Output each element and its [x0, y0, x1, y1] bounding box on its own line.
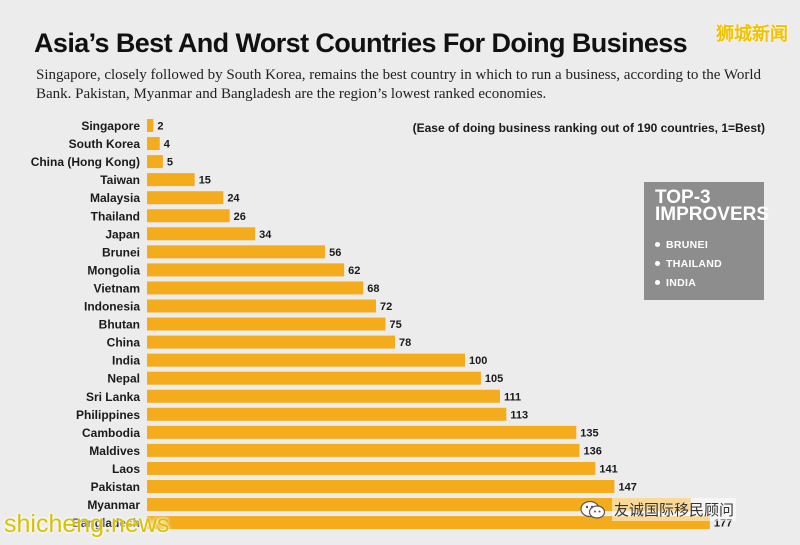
value-label: 147 [618, 482, 636, 494]
improver-item: BRUNEI [655, 236, 722, 255]
chart-subtitle: Singapore, closely followed by South Kor… [36, 67, 762, 102]
improver-label: BRUNEI [666, 239, 709, 251]
value-label: 78 [399, 337, 411, 349]
category-label: Sri Lanka [86, 390, 140, 404]
value-label: 136 [583, 445, 601, 457]
category-label: Indonesia [84, 300, 140, 314]
category-label: South Korea [69, 137, 141, 151]
value-label: 56 [329, 247, 341, 259]
category-label: Taiwan [100, 173, 140, 187]
category-label: Pakistan [91, 480, 140, 494]
bar [147, 389, 500, 403]
bar [147, 281, 364, 295]
improver-item: INDIA [655, 274, 722, 293]
value-label: 2 [157, 121, 163, 133]
bar [147, 443, 580, 457]
value-label: 34 [259, 229, 272, 241]
value-label: 5 [167, 157, 173, 169]
bar [147, 407, 507, 421]
bullet-icon [655, 241, 660, 247]
bar [147, 119, 154, 132]
bar-group: Singapore 2 South Korea 4 China (Hong Kong) 5… [31, 119, 732, 530]
value-label: 62 [348, 265, 360, 277]
bar [147, 317, 386, 331]
value-label: 24 [227, 193, 240, 205]
bullet-icon [655, 260, 660, 266]
value-label: 135 [580, 427, 598, 439]
category-label: Nepal [107, 372, 140, 386]
value-label: 105 [485, 373, 503, 385]
value-label: 75 [390, 319, 402, 331]
improver-label: INDIA [666, 277, 697, 289]
value-label: 113 [510, 409, 528, 421]
bar [147, 155, 163, 169]
value-label: 26 [234, 211, 246, 223]
watermark-bottom-right-text: 友诚国际移民顾问 [612, 498, 737, 521]
bar [147, 498, 691, 512]
bar [147, 335, 396, 349]
watermark-top-right: 狮城新闻 [716, 24, 788, 45]
bar [147, 425, 577, 439]
value-label: 15 [199, 175, 211, 187]
category-label: Japan [105, 227, 140, 241]
top-improvers-box: TOP-3 IMPROVERS BRUNEI THAILAND INDIA [644, 182, 769, 300]
value-label: 72 [380, 301, 392, 313]
value-label: 141 [599, 463, 617, 475]
value-label: 68 [367, 283, 379, 295]
bullet-icon [655, 279, 660, 285]
value-label: 111 [504, 391, 521, 403]
bar [147, 245, 326, 259]
category-label: Vietnam [94, 281, 140, 295]
improvers-list: BRUNEI THAILAND INDIA [655, 236, 722, 293]
category-label: Cambodia [82, 426, 140, 440]
category-label: Myanmar [87, 498, 140, 512]
bar [147, 299, 376, 313]
improver-item: THAILAND [655, 255, 722, 274]
category-label: China (Hong Kong) [31, 155, 140, 169]
watermark-bottom-left: shicheng.news [4, 510, 170, 538]
category-label: Philippines [76, 408, 140, 422]
category-label: Malaysia [90, 191, 140, 205]
category-label: Bangladesh [72, 516, 140, 530]
category-label: Brunei [102, 245, 140, 259]
bar [147, 480, 615, 493]
category-label: India [112, 354, 140, 368]
bar [147, 227, 256, 241]
watermark-bottom-right: 友诚国际移民顾问 [580, 498, 737, 521]
bar [147, 191, 224, 205]
bar [147, 371, 481, 385]
ranking-note: (Ease of doing business ranking out of 1… [413, 121, 765, 135]
bar [147, 173, 195, 187]
value-label: 4 [164, 139, 171, 151]
chart-title: Asia’s Best And Worst Countries For Doin… [34, 28, 688, 58]
category-label: Mongolia [87, 263, 140, 277]
bar [147, 137, 160, 151]
category-label: Thailand [91, 209, 140, 223]
value-label: 100 [469, 355, 487, 367]
bar [147, 353, 465, 367]
improver-label: THAILAND [666, 258, 723, 270]
bar [147, 263, 345, 277]
category-label: Singapore [81, 119, 140, 133]
improvers-title: TOP-3 IMPROVERS [655, 187, 770, 225]
bar [147, 209, 230, 223]
bar [147, 461, 596, 475]
category-label: China [107, 336, 141, 350]
bar [147, 516, 710, 530]
category-label: Laos [112, 462, 140, 476]
category-label: Maldives [89, 444, 140, 458]
wechat-icon [580, 500, 606, 519]
category-label: Bhutan [99, 318, 140, 332]
